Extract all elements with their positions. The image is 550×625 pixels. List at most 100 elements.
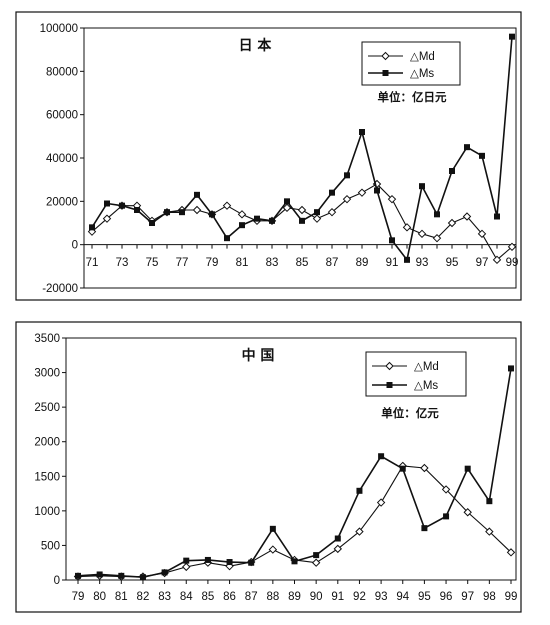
point-marker — [509, 34, 515, 40]
y-tick-label: 100000 — [40, 23, 78, 35]
point-marker — [314, 215, 321, 222]
point-marker — [140, 574, 146, 580]
x-tick-label: 77 — [176, 257, 189, 269]
chart-title: 日 本 — [239, 37, 273, 54]
x-tick-label: 98 — [483, 591, 496, 603]
x-tick-label: 82 — [137, 591, 150, 603]
x-tick-label: 79 — [206, 257, 219, 269]
point-marker — [419, 230, 426, 237]
x-tick-label: 73 — [116, 257, 129, 269]
point-marker — [224, 235, 230, 241]
point-marker — [269, 218, 275, 224]
point-marker — [387, 382, 393, 388]
point-marker — [89, 224, 95, 230]
y-tick-label: 2500 — [34, 402, 60, 414]
point-marker — [209, 211, 215, 217]
point-marker — [104, 201, 110, 207]
point-marker — [344, 172, 350, 178]
x-tick-label: 81 — [115, 591, 128, 603]
x-tick-label: 86 — [223, 591, 236, 603]
point-marker — [329, 190, 335, 196]
point-marker — [164, 209, 170, 215]
x-tick-label: 84 — [180, 591, 193, 603]
point-marker — [359, 189, 366, 196]
x-tick-label: 83 — [266, 257, 279, 269]
point-marker — [284, 198, 290, 204]
y-tick-label: -20000 — [42, 283, 78, 295]
point-marker — [97, 571, 103, 577]
point-marker — [486, 498, 492, 504]
point-marker — [335, 536, 341, 542]
point-marker — [183, 563, 190, 570]
point-marker — [299, 218, 305, 224]
point-marker — [227, 559, 233, 565]
x-tick-label: 90 — [310, 591, 323, 603]
point-marker — [508, 365, 514, 371]
point-marker — [313, 559, 320, 566]
y-tick-label: 1000 — [34, 506, 60, 518]
point-marker — [194, 192, 200, 198]
series-ms — [75, 365, 514, 580]
point-marker — [292, 558, 298, 564]
y-tick-label: 40000 — [46, 153, 78, 165]
point-marker — [183, 558, 189, 564]
point-marker — [269, 546, 276, 553]
y-tick-label: 3000 — [34, 368, 60, 380]
x-tick-label: 91 — [331, 591, 344, 603]
point-marker — [404, 257, 410, 263]
point-marker — [494, 214, 500, 220]
point-marker — [313, 552, 319, 558]
series-line — [78, 368, 511, 577]
x-tick-label: 95 — [418, 591, 431, 603]
point-marker — [449, 168, 455, 174]
point-marker — [149, 220, 155, 226]
x-tick-label: 83 — [158, 591, 171, 603]
x-tick-label: 97 — [476, 257, 489, 269]
point-marker — [119, 203, 125, 209]
point-marker — [134, 207, 140, 213]
point-marker — [404, 224, 411, 231]
x-tick-label: 85 — [202, 591, 215, 603]
point-marker — [378, 453, 384, 459]
point-marker — [118, 573, 124, 579]
point-marker — [359, 129, 365, 135]
legend-entry: △Md — [414, 361, 439, 373]
point-marker — [224, 202, 231, 209]
x-tick-label: 79 — [72, 591, 85, 603]
x-tick-label: 93 — [375, 591, 388, 603]
x-tick-label: 96 — [440, 591, 453, 603]
unit-note: 单位：亿元 — [381, 406, 439, 420]
x-tick-label: 87 — [245, 591, 258, 603]
point-marker — [239, 211, 246, 218]
unit-note: 单位：亿日元 — [378, 90, 447, 104]
legend: △Md △Ms — [366, 352, 466, 396]
x-tick-label: 99 — [506, 257, 519, 269]
point-marker — [314, 209, 320, 215]
point-marker — [356, 488, 362, 494]
x-tick-label: 75 — [146, 257, 159, 269]
point-marker — [389, 237, 395, 243]
chart-title: 中 国 — [242, 347, 275, 364]
point-marker — [205, 557, 211, 563]
point-marker — [465, 466, 471, 472]
x-tick-label: 99 — [505, 591, 518, 603]
x-tick-label: 89 — [288, 591, 301, 603]
x-tick-label: 88 — [266, 591, 279, 603]
x-tick-label: 95 — [446, 257, 459, 269]
chart-japan: 100000 80000 60000 40000 20000 0 -20000 71 73 75 7… — [16, 12, 521, 300]
x-tick-label: 71 — [86, 257, 99, 269]
point-marker — [419, 183, 425, 189]
x-tick-label: 81 — [236, 257, 249, 269]
x-tick-label: 80 — [93, 591, 106, 603]
point-marker — [479, 153, 485, 159]
y-tick-label: 0 — [72, 240, 78, 252]
x-tick-label: 97 — [461, 591, 474, 603]
y-tick-label: 2000 — [34, 437, 60, 449]
legend-entry: △Ms — [414, 380, 438, 392]
y-tick-label: 0 — [54, 575, 60, 587]
point-marker — [421, 525, 427, 531]
point-marker — [162, 569, 168, 575]
point-marker — [75, 573, 81, 579]
point-marker — [179, 209, 185, 215]
